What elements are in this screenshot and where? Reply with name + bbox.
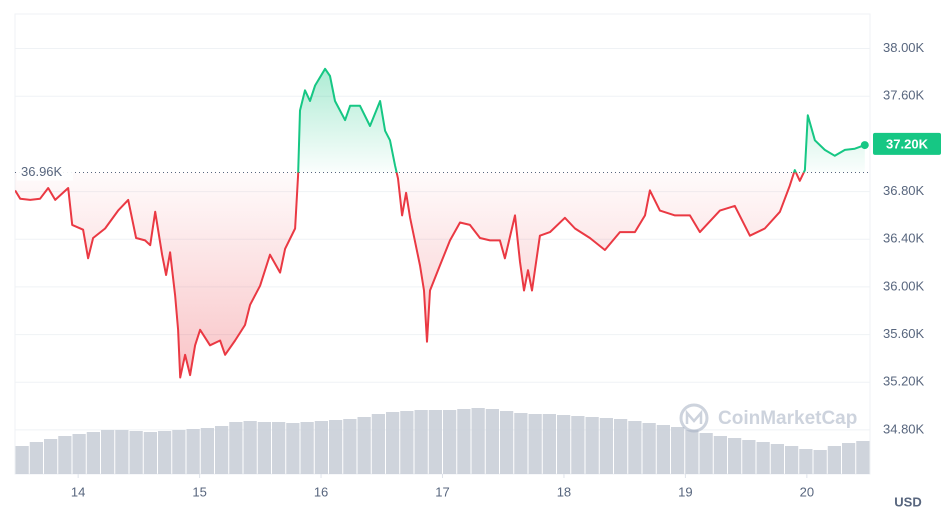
price-line-up bbox=[297, 67, 866, 173]
volume-bar bbox=[827, 446, 841, 474]
x-tick-label: 20 bbox=[800, 484, 814, 499]
volume-bar bbox=[699, 433, 713, 474]
watermark: CoinMarketCap bbox=[679, 403, 857, 433]
volume-bar bbox=[143, 432, 157, 474]
volume-bar bbox=[728, 438, 742, 474]
y-tick-label: 35.60K bbox=[883, 326, 925, 341]
x-tick-label: 18 bbox=[557, 484, 571, 499]
volume-bar bbox=[400, 411, 414, 474]
volume-bar bbox=[514, 413, 528, 474]
watermark-logo-mark bbox=[685, 409, 703, 424]
x-tick-label: 16 bbox=[314, 484, 328, 499]
volume-bar bbox=[742, 440, 756, 474]
volume-bar bbox=[272, 422, 286, 474]
y-tick-label: 35.20K bbox=[883, 374, 925, 389]
volume-bar bbox=[215, 426, 229, 474]
x-tick-label: 19 bbox=[678, 484, 692, 499]
volume-bar bbox=[799, 449, 813, 474]
volume-bar bbox=[571, 416, 585, 474]
volume-bar bbox=[186, 429, 200, 474]
volume-bar bbox=[158, 431, 172, 474]
volume-bar bbox=[300, 422, 314, 474]
volume-bar bbox=[842, 443, 856, 474]
volume-bar bbox=[642, 423, 656, 474]
volume-bar bbox=[485, 409, 499, 474]
currency-label: USD bbox=[894, 494, 921, 509]
volume-bar bbox=[685, 430, 699, 474]
price-line-down bbox=[15, 172, 805, 379]
volume-bar bbox=[72, 434, 86, 474]
volume-bar bbox=[671, 427, 685, 474]
volume-bar bbox=[386, 412, 400, 474]
volume-bar bbox=[428, 410, 442, 474]
volume-bar bbox=[599, 418, 613, 474]
baseline-label: 36.96K bbox=[21, 164, 63, 179]
volume-bar bbox=[200, 428, 214, 474]
y-tick-label: 37.60K bbox=[883, 88, 925, 103]
volume-bar bbox=[770, 444, 784, 474]
current-price-label: 37.20K bbox=[886, 136, 929, 151]
x-tick-label: 17 bbox=[435, 484, 449, 499]
volume-bar bbox=[29, 442, 43, 474]
volume-bar bbox=[243, 421, 257, 474]
volume-bar bbox=[101, 430, 115, 474]
volume-bar bbox=[286, 423, 300, 474]
volume-bar bbox=[457, 409, 471, 474]
volume-bar bbox=[58, 436, 72, 474]
volume-bar bbox=[471, 408, 485, 474]
volume-bar bbox=[172, 430, 186, 474]
y-tick-label: 36.40K bbox=[883, 231, 925, 246]
volume-bar bbox=[557, 415, 571, 474]
volume-bar bbox=[357, 417, 371, 474]
current-price-badge bbox=[873, 132, 941, 155]
y-tick-label: 38.00K bbox=[883, 40, 925, 55]
volume-bar bbox=[813, 450, 827, 474]
volume-bar bbox=[86, 432, 100, 474]
x-tick-label: 15 bbox=[192, 484, 206, 499]
volume-bar bbox=[15, 446, 29, 474]
volume-bar bbox=[785, 446, 799, 474]
volume-bar bbox=[44, 439, 58, 474]
volume-bar bbox=[500, 411, 514, 474]
volume-bar bbox=[329, 420, 343, 474]
volume-bar bbox=[856, 441, 870, 474]
grid-layer bbox=[14, 13, 871, 478]
watermark-text: CoinMarketCap bbox=[718, 408, 857, 429]
volume-bar bbox=[756, 442, 770, 474]
labels-layer: 34.80K 35.20K 35.60K 36.00K 36.40K 36.80K 37.6… bbox=[17, 40, 941, 499]
volume-bar bbox=[115, 430, 129, 474]
volume-bar bbox=[542, 414, 556, 474]
volume-bar bbox=[343, 419, 357, 474]
volume-bar bbox=[656, 425, 670, 474]
volume-bar bbox=[443, 410, 457, 474]
y-tick-label: 36.00K bbox=[883, 278, 925, 293]
volume-bar bbox=[314, 421, 328, 474]
volume-bar bbox=[585, 417, 599, 474]
volume-bar bbox=[528, 414, 542, 474]
watermark-logo bbox=[679, 403, 709, 433]
volume-bar bbox=[257, 422, 271, 474]
volume-bar bbox=[371, 414, 385, 474]
area-down bbox=[15, 172, 804, 378]
price-layer bbox=[15, 67, 870, 379]
volume-bar bbox=[614, 419, 628, 474]
volume-bar bbox=[414, 410, 428, 474]
last-point bbox=[860, 141, 869, 150]
volume-bar bbox=[229, 422, 243, 474]
volume-layer bbox=[15, 408, 870, 474]
baseline-label-bg bbox=[17, 162, 73, 181]
x-tick-label: 14 bbox=[71, 484, 85, 499]
volume-bar bbox=[628, 421, 642, 474]
volume-bar bbox=[713, 436, 727, 474]
y-tick-label: 36.80K bbox=[883, 183, 925, 198]
y-tick-label: 34.80K bbox=[883, 421, 925, 436]
volume-bar bbox=[129, 431, 143, 474]
